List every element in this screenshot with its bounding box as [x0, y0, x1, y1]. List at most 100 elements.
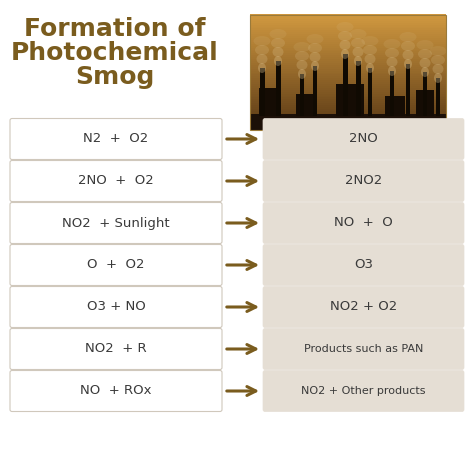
Bar [250, 34, 446, 36]
Ellipse shape [362, 36, 379, 46]
Bar [250, 20, 446, 23]
Text: 2NO  +  O2: 2NO + O2 [78, 175, 154, 187]
Bar [250, 30, 446, 32]
Ellipse shape [310, 52, 320, 62]
Bar [250, 49, 446, 52]
FancyBboxPatch shape [10, 118, 222, 159]
Text: NO2 + O2: NO2 + O2 [330, 301, 397, 314]
Bar [250, 128, 446, 130]
Bar [250, 57, 446, 59]
Ellipse shape [383, 39, 401, 49]
Bar [250, 45, 446, 48]
Bar [250, 72, 446, 74]
Bar [250, 103, 446, 105]
Bar [250, 82, 446, 84]
Ellipse shape [402, 50, 413, 60]
Ellipse shape [354, 56, 362, 66]
Bar [250, 63, 446, 65]
Bar [368, 68, 372, 116]
Ellipse shape [432, 64, 444, 74]
Bar [385, 96, 405, 116]
Ellipse shape [366, 63, 374, 73]
FancyBboxPatch shape [10, 202, 222, 244]
FancyBboxPatch shape [263, 160, 464, 202]
Ellipse shape [365, 54, 375, 64]
Ellipse shape [258, 63, 266, 73]
Text: 2NO: 2NO [349, 133, 378, 145]
Bar [250, 114, 446, 117]
FancyBboxPatch shape [263, 202, 464, 244]
Bar [250, 66, 446, 69]
Text: NO2  + R: NO2 + R [85, 342, 147, 356]
Bar [250, 15, 446, 130]
Text: NO2 + Other products: NO2 + Other products [301, 386, 426, 396]
Bar [250, 85, 446, 88]
Bar [356, 61, 361, 116]
Bar [250, 108, 446, 111]
Text: O  +  O2: O + O2 [87, 259, 145, 271]
Ellipse shape [308, 43, 322, 53]
Text: Photochemical: Photochemical [11, 41, 219, 65]
Text: Smog: Smog [75, 65, 155, 89]
Bar [250, 76, 446, 78]
Bar [250, 84, 446, 86]
Ellipse shape [363, 45, 377, 55]
Bar [250, 47, 446, 49]
Ellipse shape [429, 46, 447, 56]
Bar [250, 87, 446, 90]
Bar [390, 71, 394, 116]
Text: O3: O3 [354, 259, 373, 271]
Ellipse shape [307, 34, 323, 44]
Bar [250, 43, 446, 46]
Bar [250, 101, 446, 103]
Bar [250, 68, 446, 70]
Bar [276, 61, 281, 116]
Bar [250, 60, 446, 63]
Ellipse shape [385, 48, 399, 58]
Bar [343, 54, 348, 116]
Ellipse shape [401, 41, 415, 51]
Ellipse shape [434, 73, 442, 83]
Ellipse shape [404, 59, 412, 69]
FancyBboxPatch shape [263, 371, 464, 411]
Ellipse shape [421, 67, 429, 77]
Bar [250, 80, 446, 82]
Bar [336, 84, 364, 116]
Ellipse shape [386, 57, 398, 67]
Text: 2NO2: 2NO2 [345, 175, 382, 187]
Ellipse shape [254, 36, 271, 46]
Ellipse shape [419, 58, 430, 68]
Ellipse shape [349, 29, 366, 39]
FancyBboxPatch shape [10, 329, 222, 370]
Bar [416, 90, 434, 116]
Ellipse shape [353, 47, 364, 57]
Bar [250, 93, 446, 96]
Bar [250, 112, 446, 115]
Bar [250, 118, 446, 120]
Bar [250, 105, 446, 107]
FancyBboxPatch shape [10, 287, 222, 328]
Bar [250, 18, 446, 21]
FancyBboxPatch shape [10, 244, 222, 286]
FancyBboxPatch shape [10, 160, 222, 202]
Text: NO2  + Sunlight: NO2 + Sunlight [62, 217, 170, 229]
Bar [250, 126, 446, 128]
Ellipse shape [255, 45, 269, 55]
Bar [250, 53, 446, 55]
Bar [250, 78, 446, 80]
Bar [250, 51, 446, 53]
Bar [250, 91, 446, 94]
Bar [250, 26, 446, 28]
Bar [250, 39, 446, 42]
Text: Formation of: Formation of [24, 17, 206, 41]
Ellipse shape [341, 49, 349, 59]
Bar [250, 58, 446, 61]
Bar [250, 97, 446, 99]
Bar [423, 72, 427, 116]
Bar [250, 89, 446, 92]
FancyBboxPatch shape [10, 371, 222, 411]
Bar [250, 16, 446, 19]
Ellipse shape [339, 40, 350, 50]
Bar [250, 15, 446, 17]
Bar [300, 74, 304, 116]
